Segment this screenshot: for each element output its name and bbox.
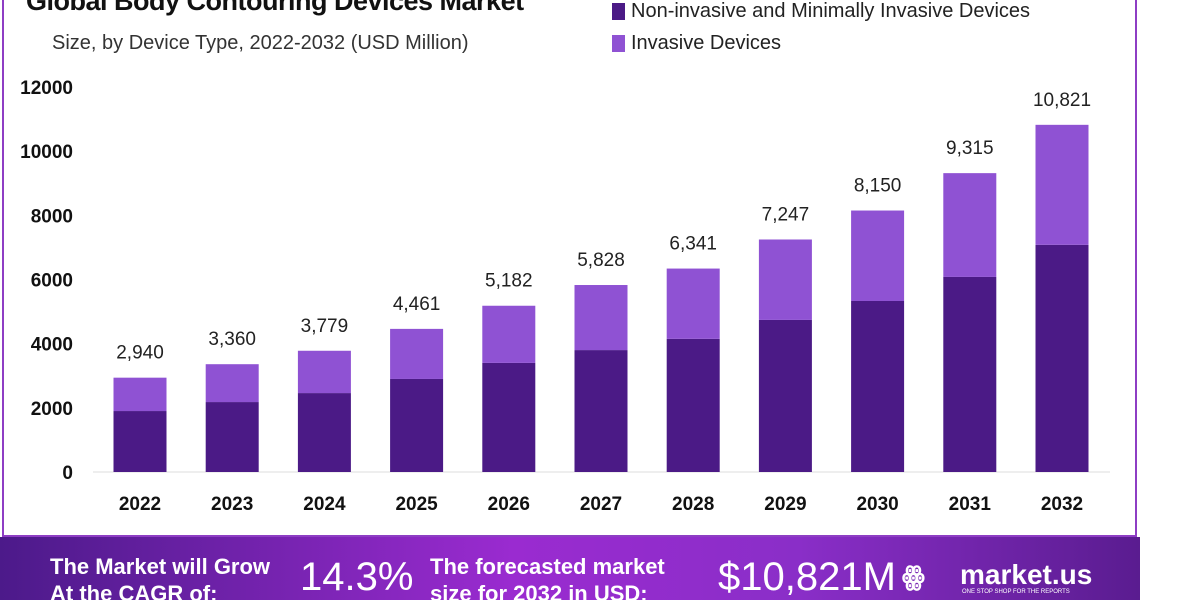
chart-title: Global Body Contouring Devices Market (26, 0, 524, 16)
total-label: 9,315 (946, 138, 994, 159)
x-tick-label: 2022 (119, 494, 161, 515)
total-label: 5,182 (485, 271, 533, 292)
forecast-label-line: The forecasted market (430, 554, 665, 579)
bar-segment-noninvasive (205, 402, 259, 472)
x-tick-label: 2032 (1041, 494, 1083, 515)
legend-item-invasive: Invasive Devices (612, 32, 781, 55)
legend-swatch (612, 3, 625, 20)
y-tick-label: 10000 (20, 142, 73, 163)
total-label: 10,821 (1033, 90, 1091, 111)
bar-segment-noninvasive (482, 362, 536, 472)
summary-banner: The Market will Grow At the CAGR of: 14.3… (0, 537, 1140, 606)
legend-label: Invasive Devices (631, 32, 782, 54)
bar-segment-noninvasive (297, 393, 351, 472)
x-tick-label: 2029 (764, 494, 806, 515)
total-label: 3,360 (208, 329, 256, 350)
bar-segment-noninvasive (758, 319, 812, 472)
y-tick-label: 8000 (31, 206, 73, 227)
total-label: 3,779 (301, 316, 349, 337)
brand-name: market.us (960, 559, 1093, 590)
bar-segment-noninvasive (113, 411, 167, 472)
total-label: 2,940 (116, 343, 164, 364)
bar-segment-noninvasive (666, 338, 720, 472)
cagr-label-line: The Market will Grow (50, 554, 271, 579)
brand-tagline: ONE STOP SHOP FOR THE REPORTS (962, 589, 1070, 595)
y-tick-label: 0 (62, 463, 73, 484)
cagr-label: The Market will Grow At the CAGR of: (50, 553, 270, 607)
x-tick-label: 2028 (672, 494, 714, 515)
chart-frame (2, 0, 1137, 537)
bar-segment-noninvasive (390, 378, 444, 472)
legend-swatch (612, 35, 625, 52)
cagr-value: 14.3% (300, 555, 414, 599)
total-label: 8,150 (854, 176, 902, 197)
forecast-label: The forecasted market size for 2032 in US… (430, 553, 665, 607)
legend-item-noninvasive: Non-invasive and Minimally Invasive Devi… (612, 0, 1030, 23)
bar-segment-invasive (297, 350, 351, 394)
bar-segment-invasive (205, 364, 259, 403)
x-tick-label: 2030 (856, 494, 898, 515)
x-tick-label: 2025 (395, 494, 438, 515)
y-tick-label: 12000 (20, 78, 73, 99)
total-label: 4,461 (393, 294, 441, 315)
x-tick-label: 2023 (211, 494, 253, 515)
total-label: 7,247 (762, 204, 810, 225)
x-tick-label: 2026 (488, 494, 530, 515)
y-tick-label: 4000 (31, 335, 73, 356)
brand-logo-icon: ꙮ (902, 561, 925, 591)
bar-segment-noninvasive (851, 300, 905, 472)
y-tick-label: 2000 (31, 399, 73, 420)
bar-segment-noninvasive (1035, 244, 1089, 472)
bar-segment-invasive (482, 305, 536, 363)
y-tick-label: 6000 (31, 271, 73, 292)
forecast-label-line: size for 2032 in USD: (430, 581, 648, 606)
bar-segment-invasive (666, 268, 720, 339)
chart-subtitle: Size, by Device Type, 2022-2032 (USD Mil… (52, 32, 469, 54)
bar-chart: 0 2000 4000 6000 8000 10000 12000 2,940 2022 3,36… (20, 78, 1110, 515)
bar-segment-invasive (1035, 124, 1089, 245)
bar-segment-invasive (851, 210, 905, 301)
x-tick-label: 2031 (949, 494, 992, 515)
bar-segment-noninvasive (574, 350, 628, 472)
total-label: 5,828 (577, 250, 625, 271)
cagr-label-line: At the CAGR of: (50, 581, 218, 606)
legend-label: Non-invasive and Minimally Invasive Devi… (631, 0, 1031, 22)
bar-segment-noninvasive (943, 276, 997, 472)
forecast-value: $10,821M (718, 555, 896, 599)
bar-segment-invasive (758, 239, 812, 320)
bar-segment-invasive (113, 377, 167, 412)
x-tick-label: 2027 (580, 494, 622, 515)
bar-segment-invasive (390, 328, 444, 379)
bar-segment-invasive (574, 285, 628, 351)
x-tick-label: 2024 (303, 494, 346, 515)
total-label: 6,341 (669, 234, 717, 255)
bar-segment-invasive (943, 173, 997, 277)
